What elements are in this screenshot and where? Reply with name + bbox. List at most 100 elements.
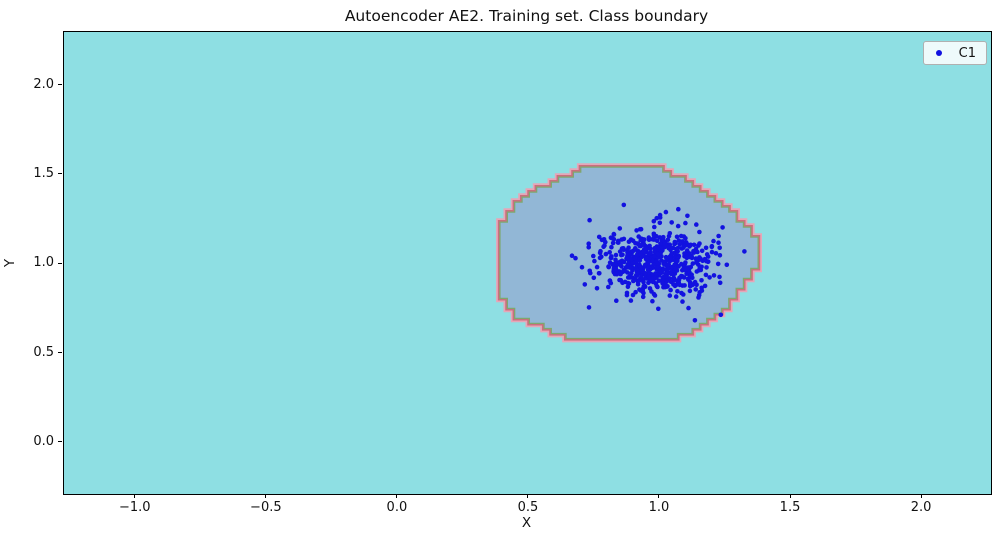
- data-point: [683, 220, 688, 226]
- data-point: [641, 279, 646, 285]
- data-point: [616, 240, 621, 245]
- plot-canvas: [64, 32, 991, 494]
- scatter-series-C1: [569, 202, 747, 323]
- data-point: [716, 240, 721, 245]
- data-point: [650, 298, 655, 304]
- data-point: [697, 241, 702, 246]
- legend-marker-dot: [935, 50, 942, 56]
- data-point: [692, 318, 698, 323]
- data-point: [699, 248, 705, 254]
- data-point: [647, 286, 653, 291]
- data-point: [586, 241, 591, 246]
- data-point: [703, 272, 709, 278]
- x-tick-label: 1.0: [648, 500, 670, 515]
- data-point: [606, 264, 612, 270]
- data-point: [638, 237, 643, 243]
- data-point: [656, 278, 662, 283]
- data-point: [724, 262, 730, 268]
- data-point: [640, 294, 646, 300]
- data-point: [651, 254, 657, 259]
- data-point: [709, 249, 715, 255]
- data-point: [642, 262, 648, 268]
- x-axis-label: X: [521, 515, 532, 531]
- data-point: [687, 283, 693, 289]
- data-point: [677, 242, 683, 247]
- data-point: [617, 277, 622, 283]
- data-point: [683, 240, 689, 245]
- data-point: [675, 223, 681, 229]
- x-tick-mark: [134, 494, 136, 498]
- data-point: [679, 290, 684, 296]
- data-point: [704, 265, 709, 270]
- data-point: [672, 239, 678, 245]
- data-point: [709, 244, 715, 250]
- data-point: [635, 281, 641, 287]
- data-point: [673, 266, 678, 271]
- y-tick-mark: [58, 441, 62, 443]
- data-point: [634, 228, 639, 233]
- legend-label: C1: [958, 45, 976, 61]
- data-point: [654, 215, 659, 221]
- data-point: [696, 295, 701, 300]
- data-point: [697, 290, 702, 295]
- data-point: [675, 258, 680, 264]
- y-tick-mark: [58, 84, 62, 86]
- data-point: [637, 227, 643, 232]
- data-point: [648, 250, 653, 255]
- data-point: [624, 255, 630, 260]
- data-point: [676, 206, 681, 212]
- data-point: [711, 238, 716, 244]
- data-point: [579, 264, 585, 270]
- data-point: [652, 224, 657, 230]
- data-point: [664, 263, 670, 268]
- data-point: [596, 271, 602, 276]
- data-point: [651, 218, 657, 224]
- data-point: [573, 255, 578, 261]
- data-point: [687, 244, 692, 249]
- data-point: [599, 254, 604, 260]
- data-point: [690, 261, 696, 266]
- data-point: [657, 235, 663, 240]
- data-point: [676, 238, 682, 243]
- data-point: [640, 288, 645, 294]
- data-point: [680, 299, 685, 304]
- data-point: [586, 245, 591, 250]
- data-point: [713, 251, 719, 256]
- data-point: [691, 248, 696, 254]
- data-point: [697, 229, 702, 235]
- data-point: [625, 247, 630, 253]
- x-tick-mark: [265, 494, 267, 498]
- data-point: [629, 257, 634, 262]
- y-tick-mark: [58, 262, 62, 264]
- data-point: [668, 247, 673, 253]
- data-point: [653, 281, 659, 286]
- x-tick-mark: [789, 494, 791, 498]
- data-point: [667, 231, 673, 236]
- data-point: [637, 262, 642, 267]
- data-point: [656, 270, 662, 276]
- data-point: [627, 265, 633, 270]
- data-point: [599, 237, 605, 243]
- data-point: [598, 248, 603, 254]
- x-tick-label: −1.0: [119, 500, 151, 515]
- data-point: [668, 257, 674, 263]
- data-point: [603, 251, 609, 257]
- data-point: [670, 251, 676, 256]
- data-point: [716, 233, 721, 239]
- data-point: [703, 245, 709, 251]
- data-point: [715, 261, 721, 267]
- data-point: [675, 289, 680, 294]
- data-point: [691, 242, 697, 248]
- data-point: [630, 275, 635, 280]
- data-point: [663, 274, 668, 279]
- data-point: [646, 235, 652, 240]
- data-point: [613, 252, 619, 258]
- data-point: [628, 298, 634, 303]
- data-point: [614, 271, 620, 277]
- data-point: [669, 220, 674, 225]
- data-point: [629, 249, 634, 254]
- y-tick-label: 2.0: [33, 76, 54, 92]
- data-point: [619, 252, 624, 258]
- data-point: [644, 255, 650, 261]
